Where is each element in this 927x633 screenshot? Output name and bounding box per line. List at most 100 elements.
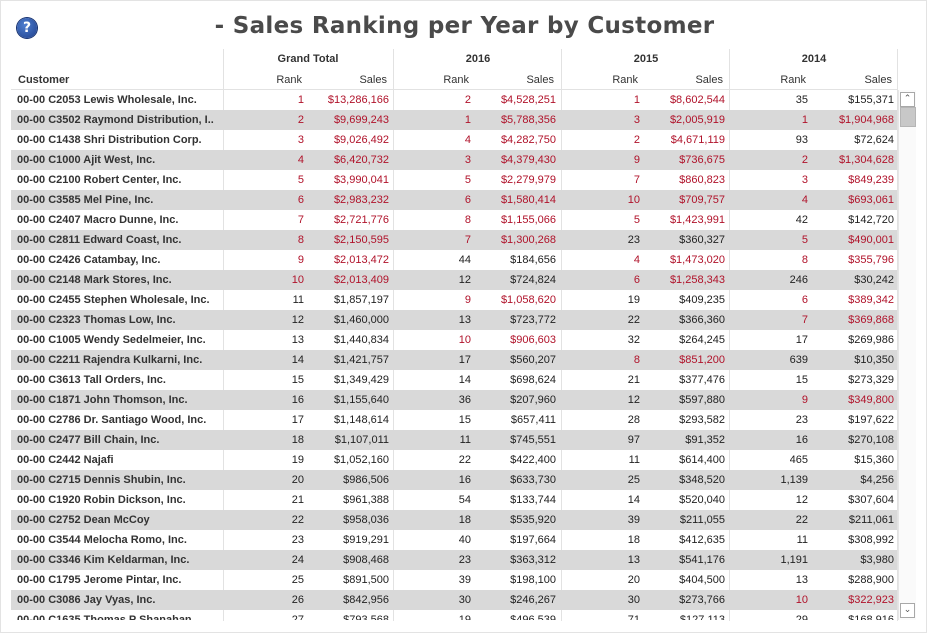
- rank-value: 1,191: [780, 554, 808, 566]
- customer-name: 00-00 C2100 Robert Center, Inc.: [17, 174, 182, 186]
- column-header-sales[interactable]: Sales: [695, 74, 723, 86]
- table-row[interactable]: 00-00 C3502 Raymond Distribution, I.. 2 $9…: [11, 110, 897, 130]
- table-row[interactable]: 00-00 C2477 Bill Chain, Inc. 18 $1,107,011…: [11, 430, 897, 450]
- table-row[interactable]: 00-00 C1795 Jerome Pintar, Inc. 25 $891,50…: [11, 570, 897, 590]
- column-header-rank[interactable]: Rank: [276, 74, 302, 86]
- customer-name: 00-00 C2148 Mark Stores, Inc.: [17, 274, 172, 286]
- table-row[interactable]: 00-00 C3585 Mel Pine, Inc. 6 $2,983,232 6 $1…: [11, 190, 897, 210]
- table-row[interactable]: 00-00 C2426 Catambay, Inc. 9 $2,013,472 44 $…: [11, 250, 897, 270]
- column-header-rank[interactable]: Rank: [443, 74, 469, 86]
- rank-value: 71: [627, 614, 640, 620]
- table-row[interactable]: 00-00 C2786 Dr. Santiago Wood, Inc. 17 $1,…: [11, 410, 897, 430]
- table-row[interactable]: 00-00 C2323 Thomas Low, Inc. 12 $1,460,000…: [11, 310, 897, 330]
- sales-value: $2,983,232: [333, 194, 389, 206]
- rank-value: 30: [458, 594, 471, 606]
- rank-value: 16: [795, 434, 808, 446]
- rank-value: 15: [291, 374, 304, 386]
- table-row[interactable]: 00-00 C2211 Rajendra Kulkarni, Inc. 14 $1,…: [11, 350, 897, 370]
- table-row[interactable]: 00-00 C2100 Robert Center, Inc. 5 $3,990,0…: [11, 170, 897, 190]
- column-header-customer[interactable]: Customer: [18, 74, 70, 86]
- rank-value: 42: [795, 214, 808, 226]
- table-row[interactable]: 00-00 C2148 Mark Stores, Inc. 10 $2,013,40…: [11, 270, 897, 290]
- sales-value: $72,624: [854, 134, 894, 146]
- sales-value: $348,520: [679, 474, 725, 486]
- column-header-rank[interactable]: Rank: [780, 74, 806, 86]
- customer-name: 00-00 C1000 Ajit West, Inc.: [17, 154, 156, 166]
- customer-name: 00-00 C2053 Lewis Wholesale, Inc.: [17, 94, 197, 106]
- chevron-down-icon[interactable]: ⌄: [900, 603, 915, 618]
- rank-value: 5: [297, 174, 304, 186]
- table-row[interactable]: 00-00 C2811 Edward Coast, Inc. 8 $2,150,59…: [11, 230, 897, 250]
- rank-value: 13: [627, 554, 640, 566]
- column-header-rank[interactable]: Rank: [612, 74, 638, 86]
- table-row[interactable]: 00-00 C2407 Macro Dunne, Inc. 7 $2,721,776…: [11, 210, 897, 230]
- question-circle-icon[interactable]: ?: [17, 18, 37, 38]
- table-row[interactable]: 00-00 C3544 Melocha Romo, Inc. 23 $919,291…: [11, 530, 897, 550]
- sales-value: $860,823: [679, 174, 725, 186]
- table-row[interactable]: 00-00 C3346 Kim Keldarman, Inc. 24 $908,46…: [11, 550, 897, 570]
- sales-value: $1,058,620: [500, 294, 556, 306]
- table-row[interactable]: 00-00 C2053 Lewis Wholesale, Inc. 1 $13,28…: [11, 90, 897, 110]
- rank-value: 1: [801, 114, 808, 126]
- rank-value: 39: [458, 574, 471, 586]
- rank-value: 13: [291, 334, 304, 346]
- column-divider: [729, 49, 730, 621]
- table-row[interactable]: 00-00 C2455 Stephen Wholesale, Inc. 11 $1,…: [11, 290, 897, 310]
- rank-value: 19: [627, 294, 640, 306]
- sales-value: $4,379,430: [500, 154, 556, 166]
- rank-value: 11: [292, 294, 304, 306]
- sales-value: $142,720: [848, 214, 894, 226]
- rank-value: 17: [795, 334, 808, 346]
- sales-value: $273,329: [848, 374, 894, 386]
- sales-value: $2,013,472: [333, 254, 389, 266]
- chevron-up-icon[interactable]: ⌃: [900, 92, 915, 107]
- rank-value: 24: [291, 554, 304, 566]
- table-row[interactable]: 00-00 C1005 Wendy Sedelmeier, Inc. 13 $1,4…: [11, 330, 897, 350]
- customer-name: 00-00 C2442 Najafi: [17, 454, 114, 466]
- sales-value: $211,055: [679, 514, 725, 526]
- rank-value: 15: [795, 374, 808, 386]
- rank-value: 9: [464, 294, 471, 306]
- table-row[interactable]: 00-00 C2442 Najafi 19 $1,052,160 22 $422,400…: [11, 450, 897, 470]
- column-header-sales[interactable]: Sales: [359, 74, 387, 86]
- sales-value: $908,468: [343, 554, 389, 566]
- rank-value: 2: [464, 94, 471, 106]
- column-header-sales[interactable]: Sales: [864, 74, 892, 86]
- table-row[interactable]: 00-00 C3086 Jay Vyas, Inc. 26 $842,956 30 $2…: [11, 590, 897, 610]
- sales-value: $288,900: [848, 574, 894, 586]
- sales-value: $363,312: [510, 554, 556, 566]
- table-row[interactable]: 00-00 C2715 Dennis Shubin, Inc. 20 $986,50…: [11, 470, 897, 490]
- rank-value: 23: [795, 414, 808, 426]
- sales-value: $264,245: [679, 334, 725, 346]
- sales-value: $155,371: [848, 94, 894, 106]
- customer-name: 00-00 C2786 Dr. Santiago Wood, Inc.: [17, 414, 207, 426]
- rank-value: 6: [801, 294, 808, 306]
- rank-value: 36: [458, 394, 471, 406]
- table-row[interactable]: 00-00 C3613 Tall Orders, Inc. 15 $1,349,42…: [11, 370, 897, 390]
- column-divider: [393, 49, 394, 621]
- table-row[interactable]: 00-00 C2752 Dean McCoy 22 $958,036 18 $535,9…: [11, 510, 897, 530]
- rank-value: 22: [458, 454, 471, 466]
- table-row[interactable]: 00-00 C1438 Shri Distribution Corp. 3 $9,0…: [11, 130, 897, 150]
- rank-value: 14: [627, 494, 640, 506]
- rank-value: 35: [795, 94, 808, 106]
- scrollbar-thumb[interactable]: [900, 107, 916, 127]
- sales-value: $197,664: [510, 534, 556, 546]
- table-row[interactable]: 00-00 C1635 Thomas P Shanahan 27 $793,568 1…: [11, 610, 897, 620]
- sales-value: $693,061: [848, 194, 894, 206]
- table-row[interactable]: 00-00 C1000 Ajit West, Inc. 4 $6,420,732 3 $…: [11, 150, 897, 170]
- customer-name: 00-00 C2407 Macro Dunne, Inc.: [17, 214, 179, 226]
- sales-value: $2,721,776: [333, 214, 389, 226]
- sales-value: $986,506: [343, 474, 389, 486]
- sales-value: $535,920: [510, 514, 556, 526]
- sales-value: $1,148,614: [333, 414, 389, 426]
- vertical-scrollbar[interactable]: ⌃ ⌄: [898, 90, 916, 620]
- table-row[interactable]: 00-00 C1871 John Thomson, Inc. 16 $1,155,6…: [11, 390, 897, 410]
- rank-value: 2: [297, 114, 304, 126]
- rank-value: 11: [628, 454, 640, 466]
- rank-value: 246: [789, 274, 808, 286]
- table-row[interactable]: 00-00 C1920 Robin Dickson, Inc. 21 $961,38…: [11, 490, 897, 510]
- column-header-sales[interactable]: Sales: [526, 74, 554, 86]
- rank-value: 25: [627, 474, 640, 486]
- rank-value: 1: [297, 94, 304, 106]
